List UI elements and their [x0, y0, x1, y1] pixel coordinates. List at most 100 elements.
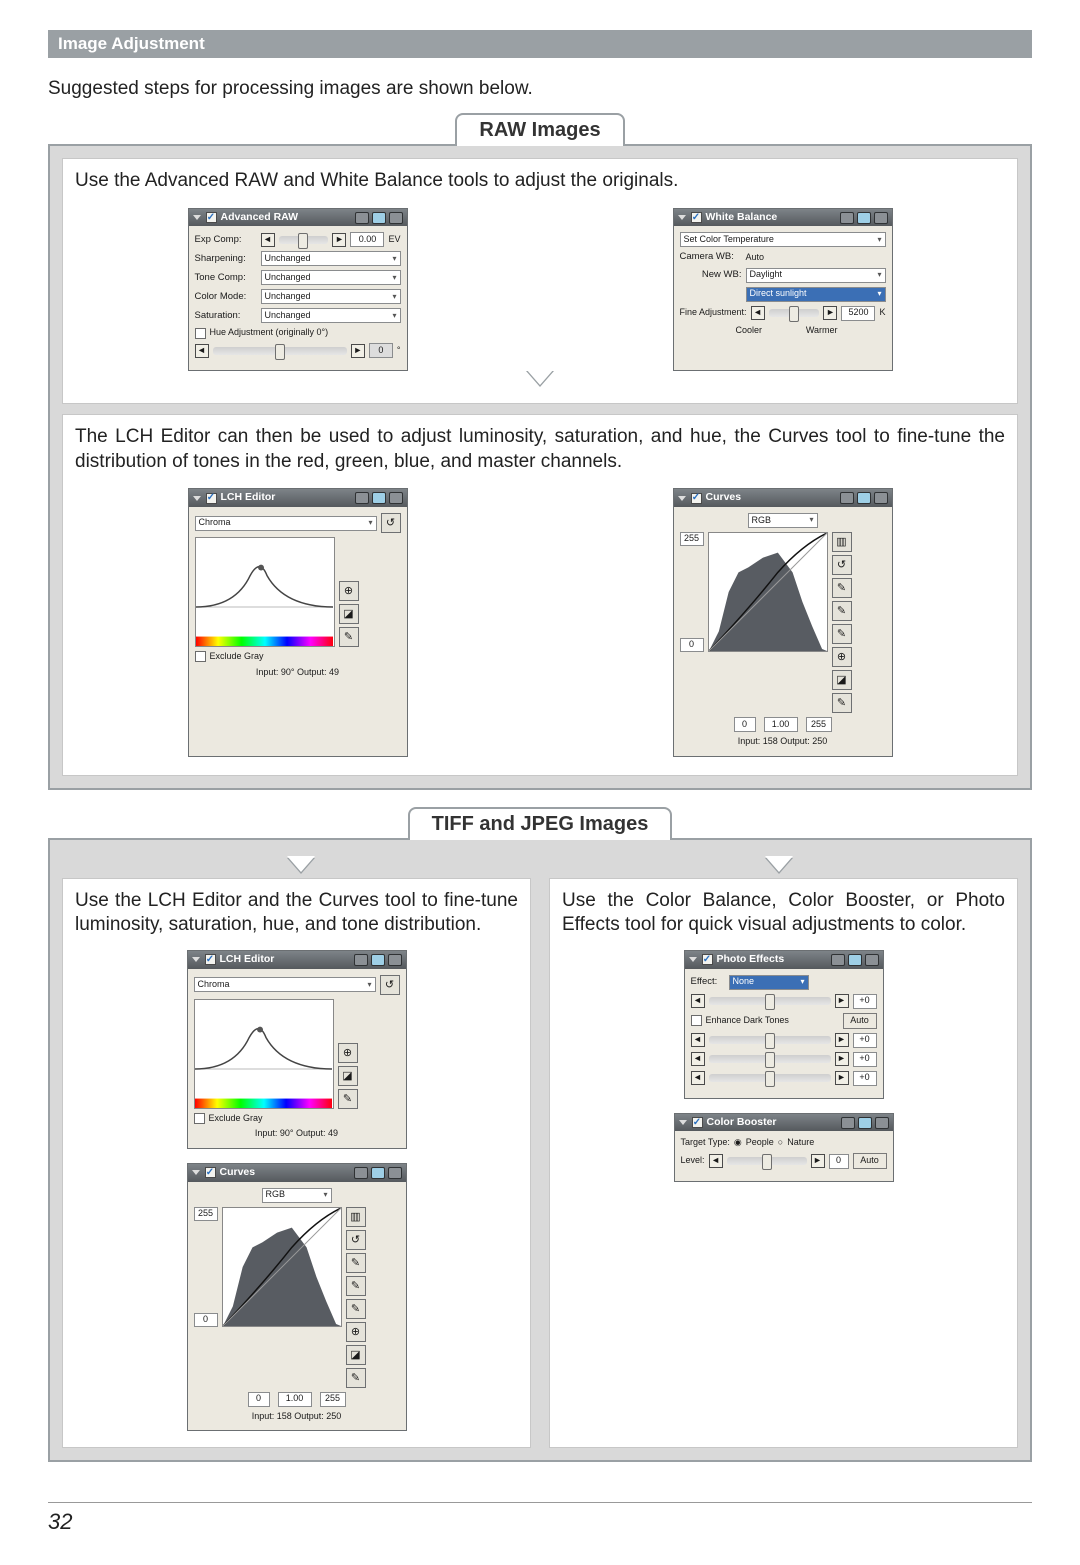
tool-icon[interactable]: ◪: [339, 604, 359, 624]
eyedropper-icon[interactable]: ✎: [832, 578, 852, 598]
enable-checkbox[interactable]: ✓: [702, 954, 713, 965]
xmin[interactable]: 0: [734, 717, 756, 732]
photo-slider[interactable]: [709, 1055, 831, 1063]
add-point-icon[interactable]: ⊕: [339, 581, 359, 601]
lch-mode-select[interactable]: Chroma▾: [195, 516, 377, 531]
tonecomp-select[interactable]: Unchanged▾: [261, 270, 401, 285]
nature-radio[interactable]: ○: [778, 1137, 783, 1149]
histogram-icon[interactable]: ▥: [832, 532, 852, 552]
panel-icon[interactable]: [840, 212, 854, 224]
effect-select[interactable]: None▾: [729, 975, 809, 990]
panel-icon[interactable]: [388, 1167, 402, 1179]
hue-checkbox[interactable]: [195, 328, 206, 339]
photo-slider[interactable]: [709, 997, 831, 1005]
panel-icon[interactable]: [355, 492, 369, 504]
photo-slider[interactable]: [709, 1036, 831, 1044]
panel-icon[interactable]: [355, 212, 369, 224]
collapse-icon[interactable]: [193, 496, 201, 501]
channel-select[interactable]: RGB▾: [262, 1188, 332, 1203]
enable-checkbox[interactable]: ✓: [692, 1117, 703, 1128]
dec-button[interactable]: ◄: [195, 344, 209, 358]
panel-icon[interactable]: [831, 954, 845, 966]
curves-graph[interactable]: [708, 532, 828, 652]
tool-icon[interactable]: ◪: [346, 1345, 366, 1365]
enable-checkbox[interactable]: ✓: [206, 212, 217, 223]
lch-graph[interactable]: [195, 537, 335, 647]
hue-slider[interactable]: [213, 347, 347, 355]
panel-icon[interactable]: [874, 492, 888, 504]
inc-button[interactable]: ►: [332, 233, 346, 247]
xmax[interactable]: 255: [806, 717, 832, 732]
dec-button[interactable]: ◄: [261, 233, 275, 247]
kelvin-value[interactable]: 5200: [841, 306, 875, 321]
panel-icon[interactable]: [371, 1167, 385, 1179]
fine-adj-slider[interactable]: [769, 309, 820, 317]
curves-graph[interactable]: [222, 1207, 342, 1327]
reset-icon[interactable]: ↺: [346, 1230, 366, 1250]
collapse-icon[interactable]: [678, 496, 686, 501]
level-slider[interactable]: [727, 1157, 807, 1165]
lch-graph[interactable]: [194, 999, 334, 1109]
tool-icon[interactable]: ✎: [338, 1089, 358, 1109]
xmin[interactable]: 0: [248, 1392, 270, 1407]
panel-icon[interactable]: [354, 954, 368, 966]
add-point-icon[interactable]: ⊕: [338, 1043, 358, 1063]
exp-slider[interactable]: [279, 236, 329, 244]
dec-button[interactable]: ◄: [751, 306, 765, 320]
enable-checkbox[interactable]: ✓: [691, 493, 702, 504]
panel-icon[interactable]: [354, 1167, 368, 1179]
collapse-icon[interactable]: [689, 957, 697, 962]
exp-value[interactable]: 0.00: [350, 232, 384, 247]
panel-icon[interactable]: [857, 212, 871, 224]
tool-icon[interactable]: ✎: [339, 627, 359, 647]
eyedropper-icon[interactable]: ✎: [346, 1276, 366, 1296]
enable-checkbox[interactable]: ✓: [691, 212, 702, 223]
gamma-value[interactable]: 1.00: [764, 717, 798, 732]
reset-icon[interactable]: ↺: [832, 555, 852, 575]
panel-icon[interactable]: [389, 212, 403, 224]
exclude-gray-checkbox[interactable]: [195, 651, 206, 662]
collapse-icon[interactable]: [192, 957, 200, 962]
channel-select[interactable]: RGB▾: [748, 513, 818, 528]
collapse-icon[interactable]: [193, 215, 201, 220]
histogram-icon[interactable]: ▥: [346, 1207, 366, 1227]
panel-icon[interactable]: [388, 954, 402, 966]
new-wb-select[interactable]: Daylight▾: [746, 268, 886, 283]
panel-icon[interactable]: [372, 492, 386, 504]
wb-sub-select[interactable]: Direct sunlight▾: [746, 287, 886, 302]
photo-slider[interactable]: [709, 1074, 831, 1082]
eyedropper-icon[interactable]: ✎: [832, 601, 852, 621]
panel-icon[interactable]: [841, 1117, 855, 1129]
reset-icon[interactable]: ↺: [381, 513, 401, 533]
gamma-value[interactable]: 1.00: [278, 1392, 312, 1407]
collapse-icon[interactable]: [192, 1170, 200, 1175]
reset-icon[interactable]: ↺: [380, 975, 400, 995]
set-ct-select[interactable]: Set Color Temperature▾: [680, 232, 886, 247]
dec-button[interactable]: ◄: [709, 1154, 723, 1168]
panel-icon[interactable]: [858, 1117, 872, 1129]
enhance-checkbox[interactable]: [691, 1015, 702, 1026]
eyedropper-icon[interactable]: ✎: [832, 624, 852, 644]
inc-button[interactable]: ►: [351, 344, 365, 358]
dec-button[interactable]: ◄: [691, 1052, 705, 1066]
add-point-icon[interactable]: ⊕: [832, 647, 852, 667]
inc-button[interactable]: ►: [835, 1052, 849, 1066]
auto-button[interactable]: Auto: [853, 1153, 887, 1169]
panel-icon[interactable]: [372, 212, 386, 224]
panel-icon[interactable]: [857, 492, 871, 504]
tool-icon[interactable]: ◪: [338, 1066, 358, 1086]
exclude-gray-checkbox[interactable]: [194, 1113, 205, 1124]
panel-icon[interactable]: [848, 954, 862, 966]
dec-button[interactable]: ◄: [691, 1033, 705, 1047]
panel-icon[interactable]: [874, 212, 888, 224]
inc-button[interactable]: ►: [823, 306, 837, 320]
saturation-select[interactable]: Unchanged▾: [261, 308, 401, 323]
inc-button[interactable]: ►: [835, 1033, 849, 1047]
eyedropper-icon[interactable]: ✎: [346, 1253, 366, 1273]
xmax[interactable]: 255: [320, 1392, 346, 1407]
panel-icon[interactable]: [865, 954, 879, 966]
auto-button[interactable]: Auto: [843, 1013, 877, 1029]
collapse-icon[interactable]: [678, 215, 686, 220]
eyedropper-icon[interactable]: ✎: [346, 1299, 366, 1319]
level-value[interactable]: 0: [829, 1154, 849, 1169]
